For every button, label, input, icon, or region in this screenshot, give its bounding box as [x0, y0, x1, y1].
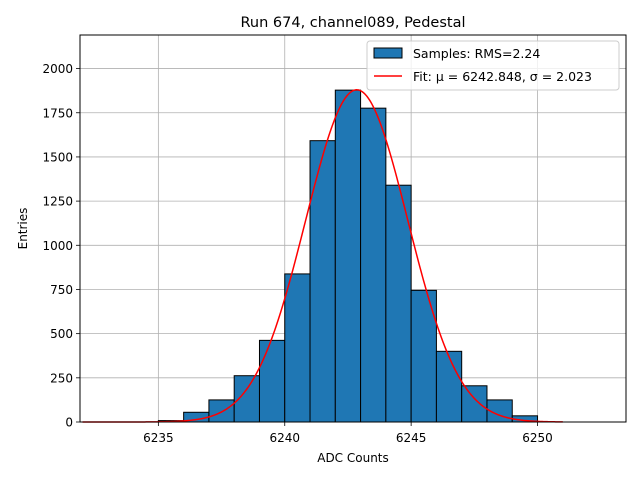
histogram-bar — [435, 350, 463, 423]
y-tick-label: 1750 — [42, 106, 73, 120]
histogram-bar — [385, 184, 412, 423]
histogram-bar — [360, 107, 387, 423]
y-axis-ticks: 0 250 500 750 1000 1250 1500 1750 2000 — [42, 62, 80, 430]
legend-label-fit: Fit: μ = 6242.848, σ = 2.023 — [413, 69, 592, 84]
chart-title: Run 674, channel089, Pedestal — [240, 15, 465, 31]
y-tick-label: 1250 — [42, 195, 73, 209]
plot-frame — [79, 34, 627, 423]
x-tick-label: 6245 — [396, 431, 427, 445]
histogram-bar — [334, 89, 362, 423]
histogram-bar — [461, 385, 488, 423]
histogram-bar — [258, 339, 286, 423]
y-tick-label: 250 — [50, 371, 73, 385]
x-axis-label: ADC Counts — [317, 451, 389, 465]
y-tick-label: 500 — [50, 327, 73, 341]
y-tick-label: 2000 — [42, 62, 73, 76]
legend-box — [366, 40, 620, 91]
y-tick-label: 1000 — [42, 239, 73, 253]
legend-label-samples: Samples: RMS=2.24 — [413, 46, 540, 61]
histogram-bar — [284, 273, 311, 423]
y-tick-label: 0 — [65, 416, 73, 430]
histogram-bars — [157, 89, 539, 423]
histogram-bar — [309, 140, 336, 423]
x-tick-label: 6235 — [143, 431, 174, 445]
y-tick-label: 750 — [50, 283, 73, 297]
legend-swatch-samples — [373, 47, 403, 59]
histogram-bar — [208, 399, 235, 423]
y-axis-label: Entries — [16, 208, 30, 250]
x-tick-label: 6250 — [522, 431, 553, 445]
legend: Samples: RMS=2.24 Fit: μ = 6242.848, σ =… — [366, 40, 620, 91]
y-tick-label: 1500 — [42, 150, 73, 164]
x-axis-ticks: 6235 6240 6245 6250 — [143, 422, 553, 445]
x-tick-label: 6240 — [269, 431, 300, 445]
